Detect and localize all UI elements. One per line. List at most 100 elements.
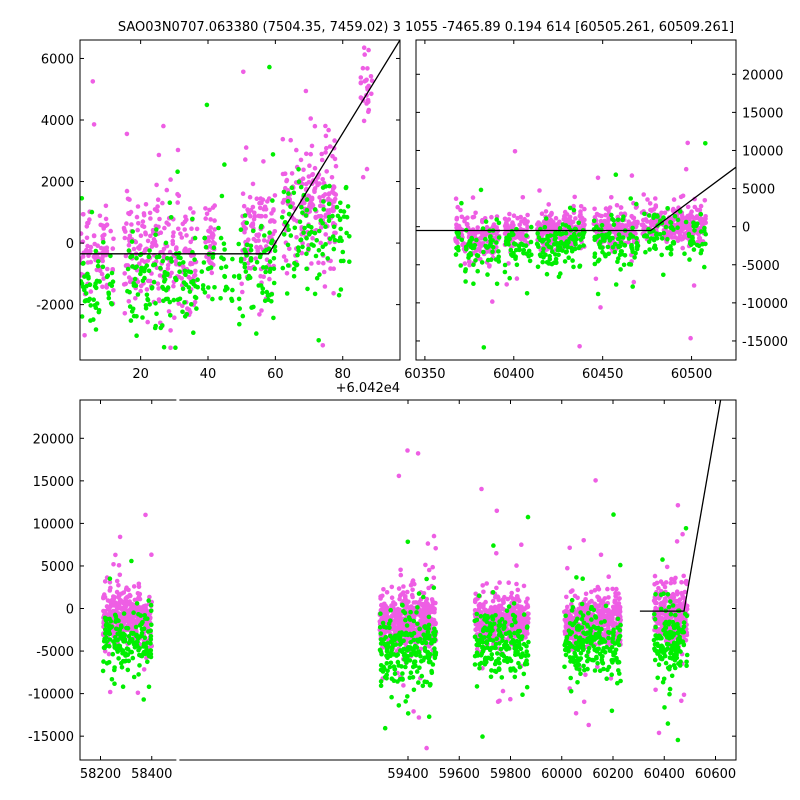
data-point: [99, 256, 105, 261]
model-line: [416, 166, 736, 232]
data-point: [551, 233, 557, 238]
data-point: [148, 637, 154, 642]
data-point: [613, 621, 618, 626]
data-point: [654, 580, 660, 586]
data-point: [108, 228, 113, 234]
data-point: [378, 683, 384, 688]
data-point: [145, 297, 151, 303]
data-point: [122, 271, 127, 276]
data-point: [120, 684, 126, 689]
data-point: [221, 256, 226, 262]
data-point: [285, 198, 291, 204]
data-point: [292, 260, 297, 266]
data-point: [260, 197, 266, 202]
data-point: [302, 200, 307, 206]
data-point: [380, 669, 386, 674]
data-point: [322, 192, 328, 197]
data-point: [404, 648, 410, 653]
data-point: [541, 246, 546, 252]
data-point: [654, 236, 660, 241]
data-point: [298, 157, 304, 163]
data-point: [605, 586, 610, 592]
data-point: [651, 236, 656, 242]
data-point: [326, 191, 332, 197]
data-point: [621, 262, 627, 268]
data-point: [124, 221, 129, 226]
data-point: [286, 211, 292, 217]
data-point: [110, 246, 116, 251]
data-point: [514, 563, 519, 568]
data-point: [107, 689, 113, 695]
data-point: [503, 221, 509, 227]
data-point: [147, 248, 152, 253]
data-point: [243, 269, 249, 274]
data-point: [494, 281, 500, 287]
data-point: [405, 654, 411, 659]
data-point: [609, 195, 614, 200]
data-point: [658, 579, 664, 584]
data-point: [176, 226, 181, 232]
data-point: [412, 645, 417, 650]
data-point: [135, 690, 141, 696]
data-point: [107, 631, 113, 637]
data-point: [403, 664, 408, 670]
data-point: [519, 542, 524, 547]
data-point: [341, 214, 347, 219]
data-point: [303, 88, 309, 94]
data-point: [583, 597, 588, 602]
data-point: [545, 236, 550, 241]
data-point: [108, 253, 113, 259]
data-point: [589, 589, 594, 595]
data-point: [139, 265, 144, 271]
data-point: [314, 275, 320, 281]
data-point: [207, 260, 213, 266]
data-point: [96, 308, 102, 313]
data-point: [121, 590, 127, 595]
data-point: [496, 220, 502, 226]
data-point: [679, 580, 684, 585]
data-point: [703, 241, 708, 247]
data-point: [251, 228, 256, 234]
data-point: [109, 301, 115, 307]
data-point: [410, 578, 416, 583]
data-point: [248, 258, 254, 263]
data-point: [611, 222, 617, 228]
data-point: [124, 131, 130, 137]
data-point: [645, 197, 650, 202]
panel-top-left-data: [80, 40, 400, 351]
data-point: [133, 296, 138, 301]
data-point: [473, 258, 478, 263]
data-point: [470, 195, 476, 200]
data-point: [501, 612, 507, 618]
data-point: [600, 249, 605, 255]
data-point: [140, 652, 145, 657]
data-point: [242, 213, 248, 218]
data-point: [304, 251, 309, 257]
data-point: [265, 297, 271, 303]
data-point: [512, 254, 518, 259]
data-point: [154, 243, 159, 248]
data-point: [562, 244, 567, 249]
data-point: [330, 153, 335, 159]
data-point: [613, 172, 619, 177]
data-point: [416, 591, 422, 596]
data-point: [315, 182, 320, 188]
data-point: [477, 601, 483, 607]
data-point: [154, 227, 159, 232]
data-point: [680, 245, 685, 251]
data-point: [80, 231, 84, 236]
data-point: [659, 210, 664, 216]
data-point: [309, 195, 315, 201]
data-point: [139, 258, 145, 263]
data-point: [511, 222, 516, 228]
y-tick-label: 15000: [742, 106, 783, 121]
data-point: [388, 607, 394, 613]
data-point: [139, 633, 144, 638]
data-point: [378, 611, 383, 616]
data-point: [539, 231, 544, 236]
data-point: [631, 279, 637, 285]
data-point: [672, 214, 678, 219]
data-point: [554, 223, 559, 229]
data-point: [417, 626, 423, 632]
data-point: [682, 223, 687, 228]
